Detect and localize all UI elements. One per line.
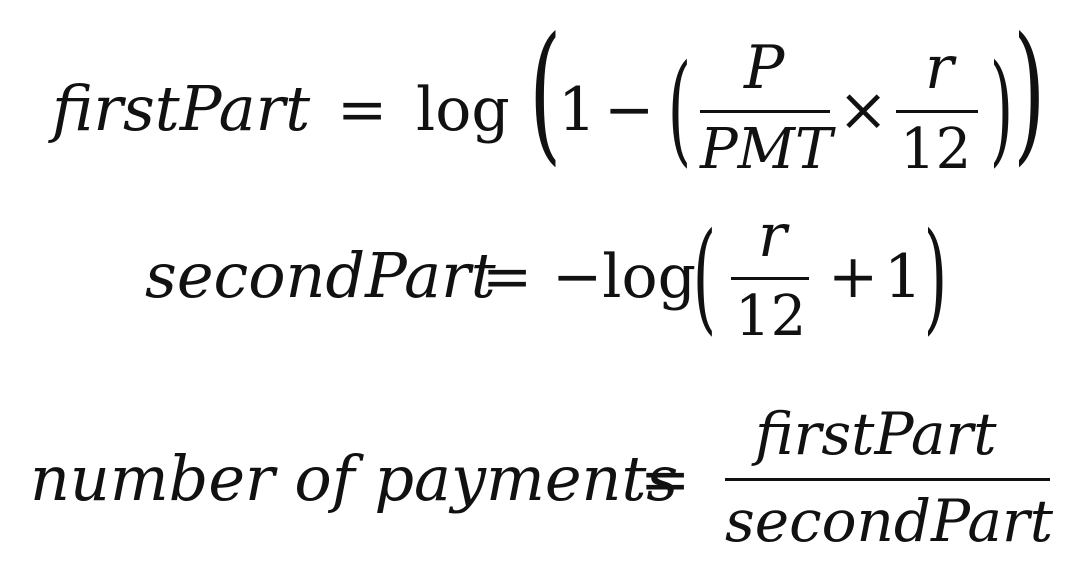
plus-sign: +: [828, 242, 879, 312]
right-paren: ): [923, 208, 948, 347]
negative-log-function: −log: [552, 242, 696, 312]
rate-variable: r: [758, 201, 787, 271]
equation-second-part: secondPart = −log ( r 12 + 1 ): [145, 201, 948, 349]
constant-one: 1: [558, 75, 597, 145]
times-sign: ×: [838, 75, 889, 145]
first-part-numerator: firstPart: [755, 400, 997, 468]
twelve-denominator: 12: [735, 284, 807, 349]
equation-first-part: firstPart = log ( 1 − ( P PMT × r 12 ) ): [0, 0, 1086, 200]
second-part-label: secondPart: [145, 239, 496, 312]
fraction-bar-r-over-12: [731, 277, 809, 280]
outer-right-paren: ): [1013, 6, 1046, 180]
second-part-denominator: secondPart: [725, 487, 1054, 555]
twelve-denominator: 12: [900, 117, 972, 182]
outer-left-paren: (: [529, 6, 562, 180]
equals-sign: =: [337, 75, 388, 145]
equals-sign: =: [640, 445, 691, 515]
first-part-label: firstPart: [52, 72, 311, 145]
left-paren: (: [692, 208, 717, 347]
number-of-payments-label: number of payments: [30, 442, 679, 515]
rate-variable: r: [925, 33, 954, 103]
minus-sign: −: [604, 75, 655, 145]
inner-right-paren: ): [989, 40, 1014, 179]
equals-sign: =: [482, 242, 533, 312]
principal-variable: P: [744, 33, 785, 103]
payment-variable: PMT: [700, 117, 833, 182]
log-function: log: [416, 75, 510, 145]
constant-one: 1: [884, 242, 923, 312]
fraction-bar-main: [725, 478, 1050, 481]
inner-left-paren: (: [667, 40, 692, 179]
fraction-bar-p-over-pmt: [700, 110, 830, 113]
fraction-bar-r-over-12: [896, 110, 978, 113]
